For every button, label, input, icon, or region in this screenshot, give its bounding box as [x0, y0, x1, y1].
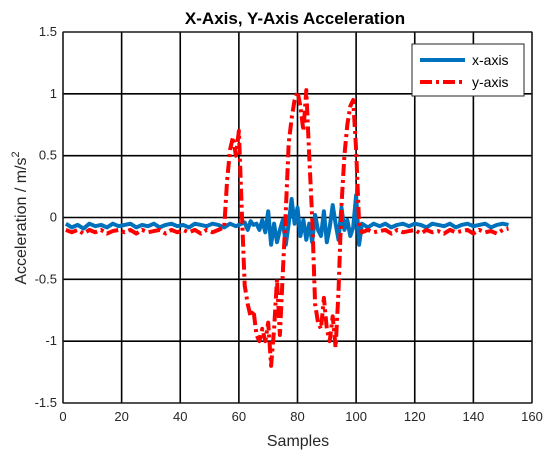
x-tick-label: 0	[59, 409, 66, 424]
chart-title: X-Axis, Y-Axis Acceleration	[185, 9, 405, 28]
x-tick-label: 100	[345, 409, 367, 424]
x-tick-labels: 0 20 40 60 80 100 120 140 160	[59, 409, 542, 424]
y-tick-label: -0.5	[35, 271, 57, 286]
series-line-y-axis	[65, 88, 509, 368]
x-tick-label: 40	[173, 409, 187, 424]
x-tick-label: 80	[290, 409, 304, 424]
x-tick-label: 60	[232, 409, 246, 424]
y-tick-label: 0	[50, 210, 57, 225]
plot-frame	[62, 31, 533, 404]
y-tick-label: 0.5	[39, 148, 57, 163]
y-axis-title-text: Acceleration / m/s	[13, 157, 30, 284]
y-tick-label: 1	[50, 86, 57, 101]
legend-box	[411, 43, 525, 97]
x-tick-label: 160	[521, 409, 543, 424]
legend-label-x-axis: x-axis	[472, 52, 509, 68]
series-lines	[64, 88, 509, 368]
y-tick-labels: -1.5 -1 -0.5 0 0.5 1 1.5	[35, 24, 57, 410]
legend: x-axis y-axis	[411, 43, 525, 97]
x-tick-label: 140	[463, 409, 485, 424]
x-axis-title: Samples	[267, 433, 329, 450]
y-axis-title: Acceleration / m/s2	[10, 151, 30, 284]
y-tick-label: -1.5	[35, 395, 57, 410]
y-axis-title-superscript: 2	[10, 151, 22, 157]
x-tick-label: 120	[404, 409, 426, 424]
y-tick-label: 1.5	[39, 24, 57, 39]
series-line-x-axis	[64, 193, 509, 247]
legend-label-y-axis: y-axis	[472, 74, 509, 90]
y-tick-label: -1	[45, 333, 57, 348]
x-tick-label: 20	[114, 409, 128, 424]
